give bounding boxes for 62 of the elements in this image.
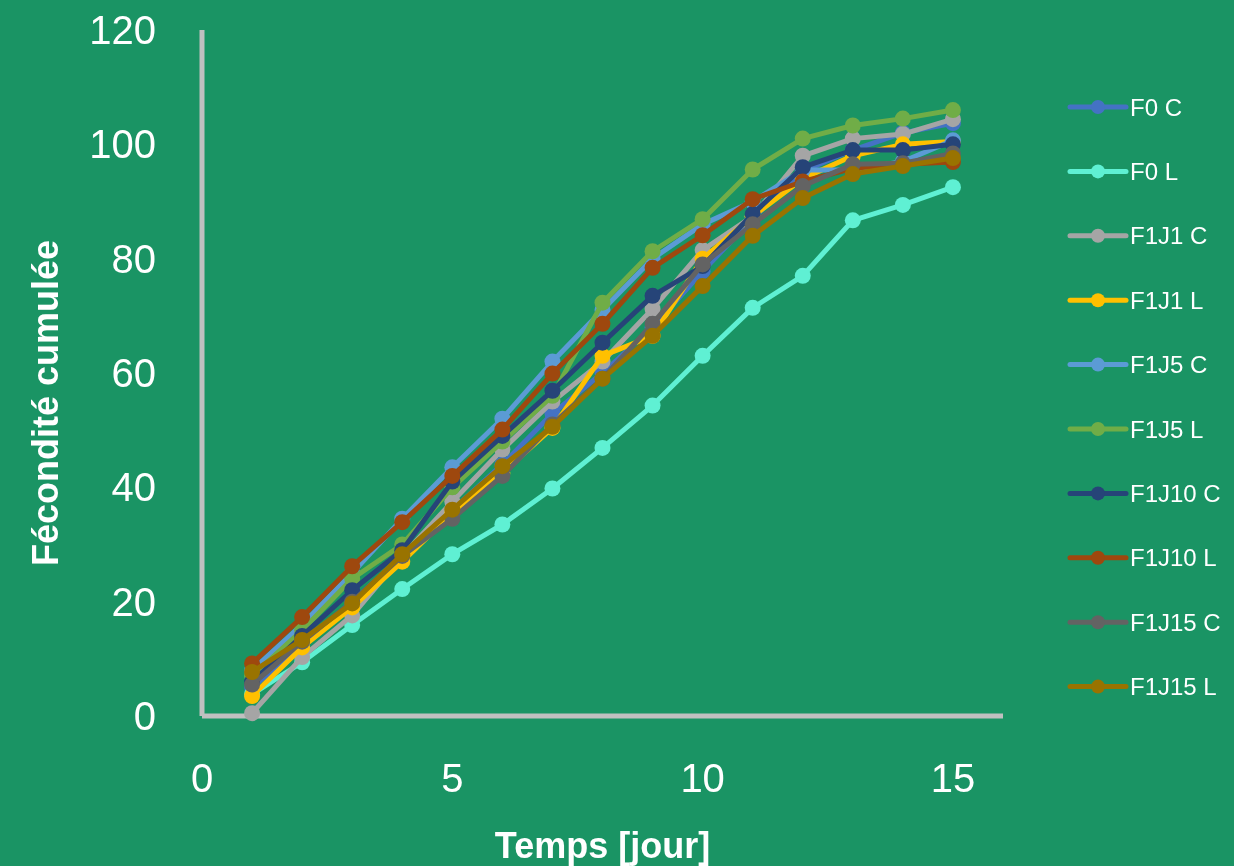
point [544,382,561,399]
legend-label: F1J1 L [1130,286,1204,314]
point [594,334,611,351]
legend-label: F1J5 C [1130,351,1208,379]
point [794,190,811,207]
point [244,705,261,722]
point [844,166,861,183]
point [494,516,511,533]
point [644,243,661,260]
y-axis-title: Fécondité cumulée [25,239,66,567]
y-tick-label: 40 [111,465,156,510]
y-tick-label: 60 [111,351,156,395]
point [744,161,761,178]
point [844,212,861,229]
point [344,558,361,575]
point [444,467,461,484]
point [394,581,411,598]
point [294,609,311,626]
legend-label: F1J15 L [1130,673,1217,701]
point [844,117,861,134]
point [894,110,911,127]
point [644,287,661,304]
point [744,299,761,316]
legend-label: F1J5 L [1130,415,1204,443]
point [644,397,661,414]
point [744,227,761,244]
y-tick-label: 20 [111,579,156,624]
point [694,278,711,295]
x-axis-title: Temps [jour] [494,825,711,866]
legend-label: F1J10 C [1130,479,1221,507]
point [694,227,711,244]
point [594,315,611,332]
legend-label: F1J15 C [1130,608,1221,636]
point [394,514,411,531]
point [544,480,561,497]
point [644,259,661,276]
point [594,294,611,311]
point [894,196,911,213]
point [444,546,461,563]
point [544,365,561,382]
point [694,347,711,364]
point [594,439,611,456]
x-tick-label: 0 [190,756,214,800]
point [944,179,961,196]
y-tick-label: 120 [89,8,156,52]
point [694,211,711,228]
point [944,102,961,119]
y-tick-label: 80 [111,236,156,281]
legend-label: F0 C [1130,93,1183,121]
legend-label: F0 L [1130,157,1179,185]
x-tick-label: 10 [680,756,725,800]
point [894,142,911,159]
point [794,130,811,147]
legend-label: F1J10 L [1130,544,1217,572]
point [944,150,961,167]
x-tick-label: 15 [930,756,976,800]
legend-label: F1J1 C [1130,222,1208,250]
y-tick-label: 100 [89,122,156,167]
point [794,267,811,284]
x-tick-label: 5 [441,756,464,800]
point [494,421,511,438]
y-tick-label: 0 [133,694,156,738]
